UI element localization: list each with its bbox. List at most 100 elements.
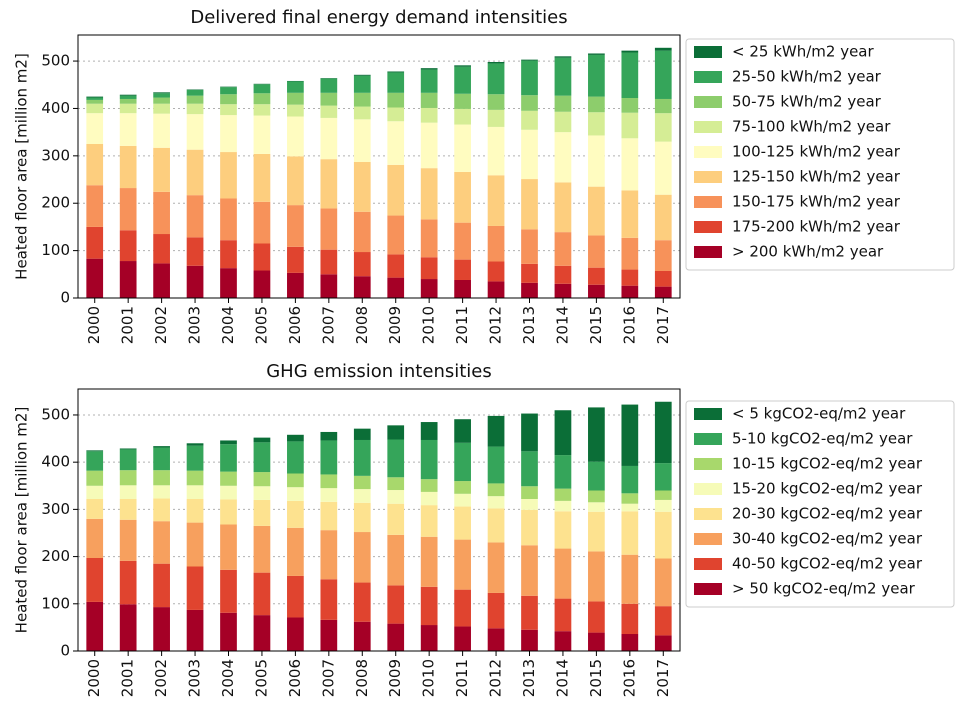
bar-segment — [621, 286, 638, 298]
bar-segment — [153, 234, 170, 263]
bar-segment — [521, 61, 538, 96]
bar-segment — [254, 93, 271, 104]
legend-swatch — [694, 583, 722, 595]
bar-segment — [254, 472, 271, 486]
bar-segment — [254, 154, 271, 202]
legend-label: 10-15 kgCO2-eq/m2 year — [732, 455, 923, 473]
x-tick-label: 2015 — [587, 659, 605, 697]
bar-segment — [220, 499, 237, 524]
x-tick-label: 2007 — [319, 659, 337, 697]
bar-segment — [555, 599, 572, 632]
bar-segment — [86, 519, 103, 558]
x-tick-label: 2015 — [587, 306, 605, 344]
bar-segment — [220, 444, 237, 471]
bar-segment — [521, 283, 538, 298]
bar-segment — [220, 570, 237, 613]
bar-segment — [521, 499, 538, 510]
bar-segment — [254, 442, 271, 472]
bar-segment — [621, 511, 638, 554]
bar-segment — [387, 93, 404, 108]
x-tick-label: 2013 — [520, 306, 538, 344]
bar-segment — [421, 505, 438, 537]
bar-segment — [220, 198, 237, 240]
bar-segment — [555, 455, 572, 489]
bar-segment — [86, 259, 103, 298]
bar-segment — [153, 446, 170, 447]
bar-segment — [655, 635, 672, 651]
legend-swatch — [694, 171, 722, 183]
chart-title: Delivered final energy demand intensitie… — [190, 7, 567, 28]
x-tick-label: 2016 — [620, 659, 638, 697]
bar-segment — [621, 138, 638, 190]
x-tick-label: 2000 — [85, 306, 103, 344]
x-tick-label: 2000 — [85, 659, 103, 697]
bar-segment — [86, 227, 103, 259]
bar-segment — [187, 114, 204, 150]
legend-swatch — [694, 558, 722, 570]
bar-segment — [454, 590, 471, 627]
bar-segment — [521, 179, 538, 229]
bar-segment — [320, 208, 337, 249]
bar-segment — [555, 96, 572, 112]
bar-segment — [588, 53, 605, 54]
bar-segment — [387, 535, 404, 586]
bar-segment — [555, 132, 572, 182]
x-tick-label: 2016 — [620, 306, 638, 344]
x-tick-label: 2008 — [353, 659, 371, 697]
bar-segment — [621, 405, 638, 466]
x-tick-label: 2017 — [654, 306, 672, 344]
bar-segment — [488, 416, 505, 447]
bar-segment — [521, 95, 538, 111]
bar-segment — [354, 276, 371, 298]
bar-segment — [588, 268, 605, 285]
legend-swatch — [694, 533, 722, 545]
bar-segment — [454, 280, 471, 298]
bar-segment — [387, 504, 404, 535]
bar-segment — [655, 48, 672, 51]
bar-segment — [655, 500, 672, 512]
bar-segment — [287, 105, 304, 117]
bar-segment — [454, 67, 471, 94]
bar-segment — [488, 542, 505, 593]
bar-segment — [387, 254, 404, 277]
chart-title: GHG emission intensities — [266, 361, 492, 382]
bar-segment — [287, 273, 304, 298]
bar-segment — [354, 76, 371, 93]
legend-swatch — [694, 246, 722, 258]
bar-segment — [488, 226, 505, 262]
x-tick-label: 2001 — [119, 306, 137, 344]
bar-segment — [621, 53, 638, 98]
bar-segment — [120, 188, 137, 230]
bar-segment — [320, 579, 337, 620]
bar-segment — [655, 606, 672, 635]
bar-segment — [254, 500, 271, 526]
bar-segment — [287, 435, 304, 442]
bar-segment — [254, 244, 271, 271]
legend-label: 125-150 kWh/m2 year — [732, 168, 901, 186]
bar-segment — [521, 414, 538, 452]
bar-segment — [655, 142, 672, 195]
bar-segment — [621, 113, 638, 139]
bar-segment — [387, 425, 404, 439]
bar-segment — [254, 202, 271, 244]
bar-segment — [521, 130, 538, 179]
bar-segment — [421, 440, 438, 479]
bar-segment — [387, 440, 404, 478]
bar-segment — [354, 476, 371, 489]
bar-segment — [488, 175, 505, 226]
bar-segment — [287, 156, 304, 205]
x-tick-label: 2001 — [119, 659, 137, 697]
bar-segment — [454, 223, 471, 260]
legend-swatch — [694, 146, 722, 158]
bar-segment — [421, 219, 438, 257]
bar-segment — [588, 633, 605, 651]
x-tick-label: 2005 — [252, 306, 270, 344]
bar-segment — [588, 601, 605, 632]
bar-segment — [588, 235, 605, 267]
legend-label: 15-20 kgCO2-eq/m2 year — [732, 480, 923, 498]
bar-segment — [86, 100, 103, 104]
bar-segment — [320, 118, 337, 159]
bar-segment — [521, 111, 538, 130]
bar-segment — [320, 250, 337, 275]
